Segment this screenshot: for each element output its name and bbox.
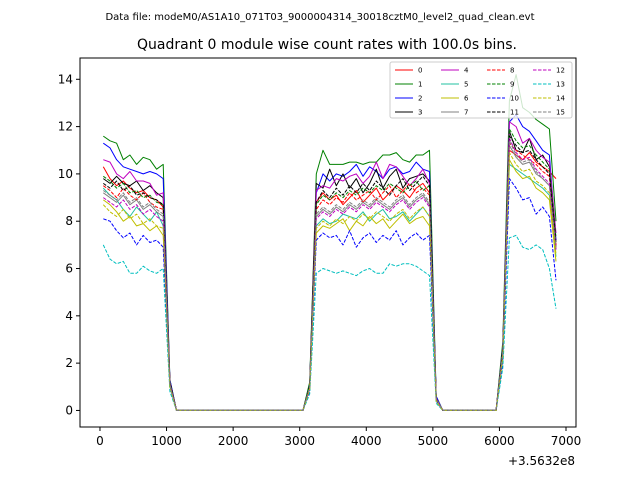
legend-label-5: 5 [464,81,468,89]
y-tick-label: 0 [65,403,73,417]
legend-label-0: 0 [418,67,422,75]
series-line-14 [102,152,557,411]
legend-label-4: 4 [464,67,469,75]
legend-label-10: 10 [510,95,519,103]
legend-label-13: 13 [556,81,565,89]
x-tick-label: 3000 [284,434,315,448]
legend-label-2: 2 [418,95,422,103]
legend-label-1: 1 [418,81,422,89]
y-tick-label: 14 [58,72,73,86]
y-tick-label: 2 [65,356,73,370]
x-tick-label: 7000 [551,434,582,448]
x-tick-label: 6000 [484,434,515,448]
x-tick-label: 1000 [151,434,182,448]
plot-area: 0 1000 2000 3000 4000 5000 6000 700002468101214… [58,57,582,448]
x-tick-label: 0 [96,434,104,448]
legend-label-6: 6 [464,95,469,103]
legend-box [389,61,573,119]
series-line-15 [103,140,557,411]
y-tick-label: 8 [65,214,73,228]
x-tick-label: 4000 [351,434,382,448]
legend-label-14: 14 [556,95,565,103]
suptitle: Data file: modeM0/AS1A10_071T03_90000043… [105,12,534,23]
x-offset-label: +3.5632e8 [508,454,575,468]
legend-label-8: 8 [510,67,514,75]
x-tick-label: 2000 [218,434,249,448]
legend-label-3: 3 [418,109,422,117]
legend-label-15: 15 [556,109,565,117]
legend-label-9: 9 [510,81,514,89]
y-tick-label: 4 [65,309,73,323]
legend-label-12: 12 [556,67,565,75]
y-tick-label: 6 [65,262,73,276]
x-tick-label: 5000 [418,434,449,448]
legend-label-11: 11 [510,109,519,117]
legend-label-7: 7 [464,109,468,117]
y-tick-label: 10 [58,167,73,181]
axes-frame [79,57,577,428]
chart-title: Quadrant 0 module wise count rates with … [137,37,517,53]
y-tick-label: 12 [58,120,73,134]
